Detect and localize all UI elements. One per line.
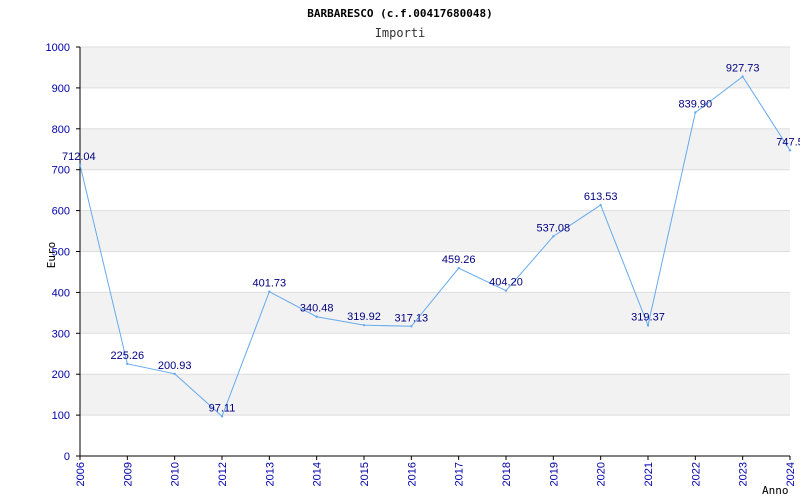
x-axis-label: Anno (762, 484, 789, 497)
data-label: 537.08 (537, 222, 571, 234)
plot-bands (80, 47, 790, 416)
x-tick-label: 2020 (596, 462, 608, 486)
y-tick-label: 0 (64, 451, 70, 463)
y-tick-label: 500 (52, 247, 70, 259)
data-label: 319.92 (347, 311, 381, 323)
data-label: 927.73 (726, 63, 760, 75)
data-point (457, 266, 460, 270)
x-tick-label: 2016 (406, 462, 418, 486)
y-tick-label: 700 (52, 165, 70, 177)
y-tick-label: 900 (52, 83, 70, 95)
data-point (410, 325, 413, 328)
x-tick-labels: 2006 2009 2010 2012 2013 2014 2015 2016 2017 2018… (75, 462, 797, 486)
x-tick-label: 2024 (785, 462, 797, 486)
x-tick-label: 2010 (170, 462, 182, 486)
x-tick-label: 2012 (217, 462, 229, 486)
y-tick-label: 600 (52, 206, 70, 218)
x-tick-label: 2013 (264, 462, 276, 486)
data-label: 839.90 (679, 98, 713, 110)
y-tick-labels: 0 100 200 300 400 500 600 700 800 900 1000 (46, 42, 70, 463)
grid-band (80, 128, 790, 170)
x-tick-label: 2009 (122, 462, 134, 486)
data-point (552, 235, 555, 238)
x-tick-label: 2014 (312, 462, 324, 486)
y-tick-label: 200 (52, 369, 70, 381)
data-point (741, 75, 744, 78)
data-point (173, 372, 176, 376)
chart-title: BARBARESCO (c.f.00417680048) (307, 7, 492, 20)
data-label: 459.26 (442, 254, 476, 266)
data-label: 317.13 (395, 312, 429, 324)
y-axis-label: Euro (45, 242, 58, 269)
data-point (646, 324, 650, 327)
data-point (126, 362, 129, 366)
data-label: 97.11 (209, 402, 236, 414)
chart-subtitle: Importi (375, 26, 426, 40)
gridlines (80, 46, 790, 457)
data-point (599, 203, 602, 207)
data-label: 340.48 (300, 303, 334, 315)
data-point (315, 315, 318, 318)
y-tick-label: 400 (52, 287, 70, 299)
data-point (268, 290, 271, 293)
data-point (220, 415, 224, 418)
data-label: 225.26 (111, 350, 145, 362)
series-line (78, 75, 792, 418)
data-point (788, 149, 792, 152)
data-label: 613.53 (584, 191, 618, 203)
data-label: 401.73 (253, 278, 287, 290)
grid-band (80, 292, 790, 334)
y-tick-label: 800 (52, 124, 70, 136)
x-tick-label: 2017 (454, 462, 466, 486)
data-point (504, 289, 508, 292)
x-tick-label: 2022 (690, 462, 702, 486)
data-point (78, 163, 82, 166)
x-tick-label: 2015 (359, 462, 371, 486)
x-tick-label: 2021 (643, 462, 655, 486)
x-tick-label: 2018 (501, 462, 513, 486)
x-tick-label: 2019 (548, 462, 560, 486)
x-tick-label: 2023 (738, 462, 750, 486)
data-label: 319.37 (631, 311, 665, 323)
data-label: 200.93 (158, 360, 192, 372)
data-point (694, 111, 697, 114)
y-tick-label: 100 (52, 410, 70, 422)
data-label: 712.04 (62, 151, 96, 163)
series-path (79, 75, 791, 418)
y-tick-label: 300 (52, 328, 70, 340)
data-label: 747.5 (776, 136, 800, 148)
axes (76, 46, 791, 460)
grid-band (80, 374, 790, 416)
grid-band (80, 47, 790, 88)
data-labels: 712.04 225.26 200.93 97.11 401.73 340.48 319.9… (62, 63, 800, 415)
x-tick-label: 2006 (75, 462, 87, 486)
grid-band (80, 210, 790, 252)
y-tick-label: 1000 (46, 42, 70, 54)
data-point (362, 323, 366, 327)
data-label: 404.20 (489, 277, 523, 289)
